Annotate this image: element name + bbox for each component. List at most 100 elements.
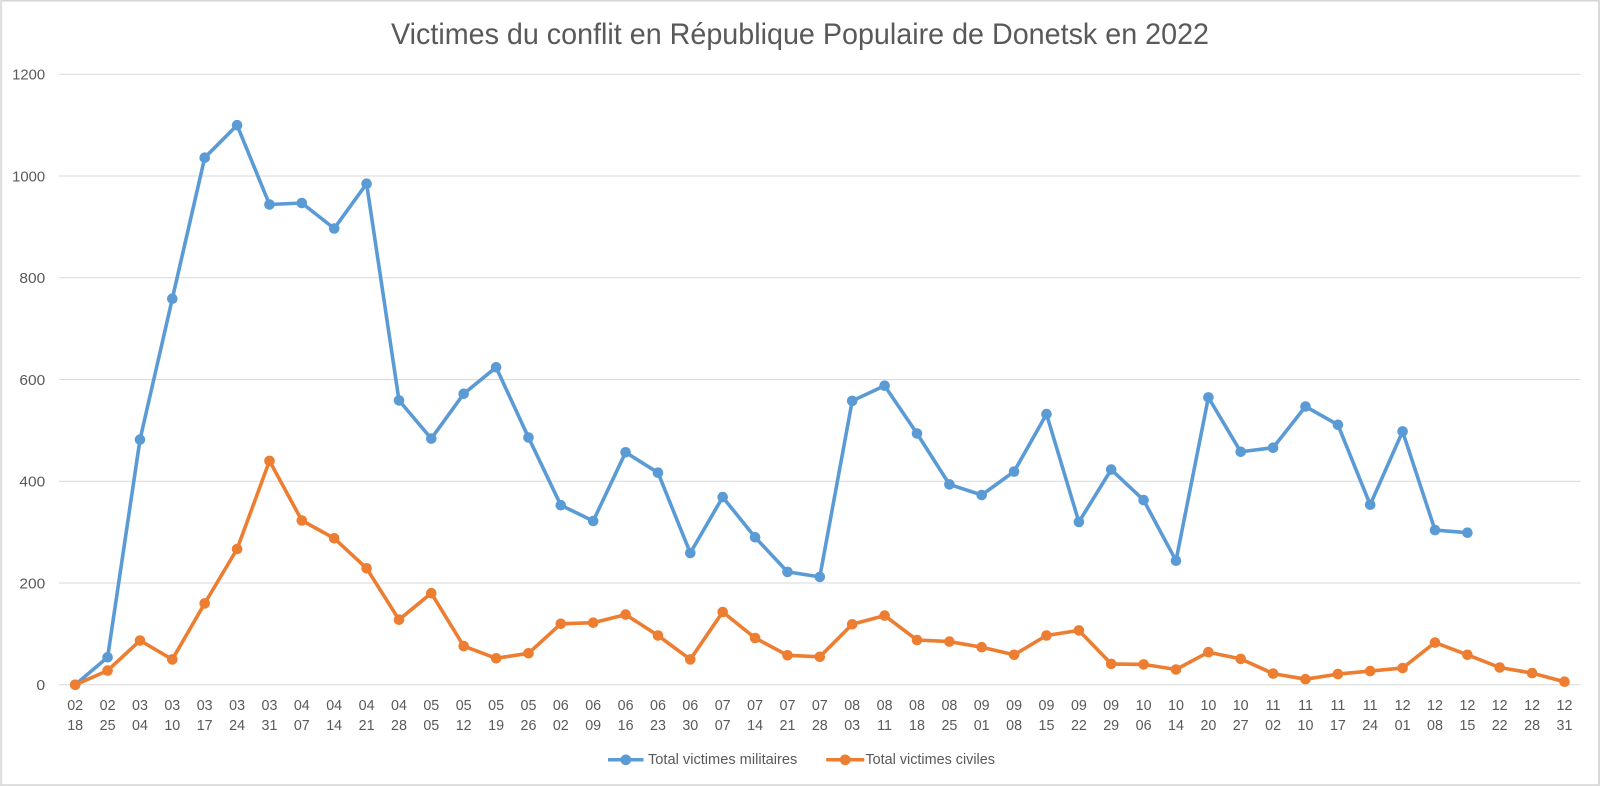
svg-text:11: 11 — [1363, 698, 1378, 714]
svg-text:10: 10 — [1136, 698, 1152, 714]
svg-text:0: 0 — [36, 678, 45, 694]
svg-text:07: 07 — [812, 698, 828, 714]
svg-text:08: 08 — [909, 698, 925, 714]
svg-text:24: 24 — [229, 718, 245, 734]
svg-text:1000: 1000 — [12, 169, 45, 185]
svg-text:06: 06 — [553, 698, 569, 714]
svg-text:07: 07 — [294, 718, 310, 734]
svg-text:05: 05 — [423, 718, 439, 734]
svg-text:04: 04 — [359, 698, 375, 714]
svg-text:08: 08 — [1006, 718, 1022, 734]
svg-text:23: 23 — [650, 718, 666, 734]
svg-text:12: 12 — [1557, 698, 1573, 714]
svg-text:22: 22 — [1071, 718, 1087, 734]
svg-text:01: 01 — [974, 718, 990, 734]
svg-text:26: 26 — [521, 718, 537, 734]
svg-text:12: 12 — [1492, 698, 1508, 714]
svg-text:25: 25 — [100, 718, 116, 734]
svg-text:14: 14 — [747, 718, 763, 734]
svg-text:12: 12 — [1524, 698, 1540, 714]
svg-text:09: 09 — [974, 698, 990, 714]
svg-text:09: 09 — [1103, 698, 1119, 714]
svg-text:400: 400 — [19, 475, 45, 491]
svg-text:04: 04 — [391, 698, 407, 714]
svg-text:12: 12 — [1459, 698, 1475, 714]
svg-text:05: 05 — [423, 698, 439, 714]
svg-text:200: 200 — [19, 576, 45, 592]
svg-text:01: 01 — [1395, 718, 1411, 734]
svg-text:05: 05 — [488, 698, 504, 714]
svg-text:18: 18 — [67, 718, 83, 734]
svg-text:10: 10 — [164, 718, 180, 734]
svg-text:02: 02 — [1265, 718, 1281, 734]
svg-text:08: 08 — [1427, 718, 1443, 734]
svg-text:20: 20 — [1200, 718, 1216, 734]
svg-text:04: 04 — [326, 698, 342, 714]
svg-text:03: 03 — [229, 698, 245, 714]
svg-text:10: 10 — [1233, 698, 1249, 714]
svg-text:08: 08 — [877, 698, 893, 714]
svg-text:600: 600 — [19, 373, 45, 389]
svg-text:27: 27 — [1233, 718, 1249, 734]
svg-text:06: 06 — [585, 698, 601, 714]
svg-text:31: 31 — [1557, 718, 1573, 734]
svg-text:800: 800 — [19, 271, 45, 287]
svg-text:24: 24 — [1362, 718, 1378, 734]
svg-text:06: 06 — [618, 698, 634, 714]
svg-text:Total victimes militaires: Total victimes militaires — [648, 752, 797, 768]
svg-text:25: 25 — [941, 718, 957, 734]
svg-text:11: 11 — [877, 718, 892, 734]
svg-text:14: 14 — [326, 718, 342, 734]
svg-text:17: 17 — [197, 718, 213, 734]
svg-text:03: 03 — [844, 718, 860, 734]
svg-text:09: 09 — [585, 718, 601, 734]
svg-text:09: 09 — [1071, 698, 1087, 714]
svg-text:30: 30 — [682, 718, 698, 734]
svg-text:03: 03 — [132, 698, 148, 714]
svg-text:08: 08 — [844, 698, 860, 714]
svg-text:10: 10 — [1298, 718, 1314, 734]
svg-text:31: 31 — [262, 718, 278, 734]
svg-text:28: 28 — [1524, 718, 1540, 734]
svg-text:04: 04 — [294, 698, 310, 714]
svg-text:15: 15 — [1039, 718, 1055, 734]
svg-text:11: 11 — [1266, 698, 1281, 714]
svg-text:14: 14 — [1168, 718, 1184, 734]
svg-text:21: 21 — [359, 718, 375, 734]
svg-text:07: 07 — [780, 698, 796, 714]
svg-text:03: 03 — [262, 698, 278, 714]
svg-text:06: 06 — [650, 698, 666, 714]
svg-text:02: 02 — [553, 718, 569, 734]
svg-text:11: 11 — [1330, 698, 1345, 714]
svg-text:08: 08 — [941, 698, 957, 714]
svg-text:02: 02 — [100, 698, 116, 714]
svg-text:11: 11 — [1298, 698, 1313, 714]
svg-text:03: 03 — [197, 698, 213, 714]
svg-text:Total victimes civiles: Total victimes civiles — [866, 752, 995, 768]
svg-text:12: 12 — [1395, 698, 1411, 714]
svg-text:09: 09 — [1006, 698, 1022, 714]
svg-text:06: 06 — [682, 698, 698, 714]
svg-text:05: 05 — [521, 698, 537, 714]
svg-text:28: 28 — [812, 718, 828, 734]
svg-text:28: 28 — [391, 718, 407, 734]
svg-text:15: 15 — [1459, 718, 1475, 734]
svg-text:12: 12 — [456, 718, 472, 734]
svg-text:07: 07 — [715, 698, 731, 714]
svg-text:18: 18 — [909, 718, 925, 734]
svg-text:10: 10 — [1168, 698, 1184, 714]
svg-text:29: 29 — [1103, 718, 1119, 734]
svg-text:04: 04 — [132, 718, 148, 734]
svg-text:1200: 1200 — [12, 68, 45, 84]
svg-text:09: 09 — [1039, 698, 1055, 714]
svg-text:02: 02 — [67, 698, 83, 714]
svg-text:21: 21 — [780, 718, 796, 734]
svg-text:05: 05 — [456, 698, 472, 714]
svg-text:06: 06 — [1136, 718, 1152, 734]
svg-text:10: 10 — [1200, 698, 1216, 714]
svg-text:07: 07 — [715, 718, 731, 734]
svg-text:07: 07 — [747, 698, 763, 714]
svg-text:19: 19 — [488, 718, 504, 734]
svg-text:Victimes du conflit en Républi: Victimes du conflit en République Popula… — [391, 18, 1209, 51]
svg-text:17: 17 — [1330, 718, 1346, 734]
